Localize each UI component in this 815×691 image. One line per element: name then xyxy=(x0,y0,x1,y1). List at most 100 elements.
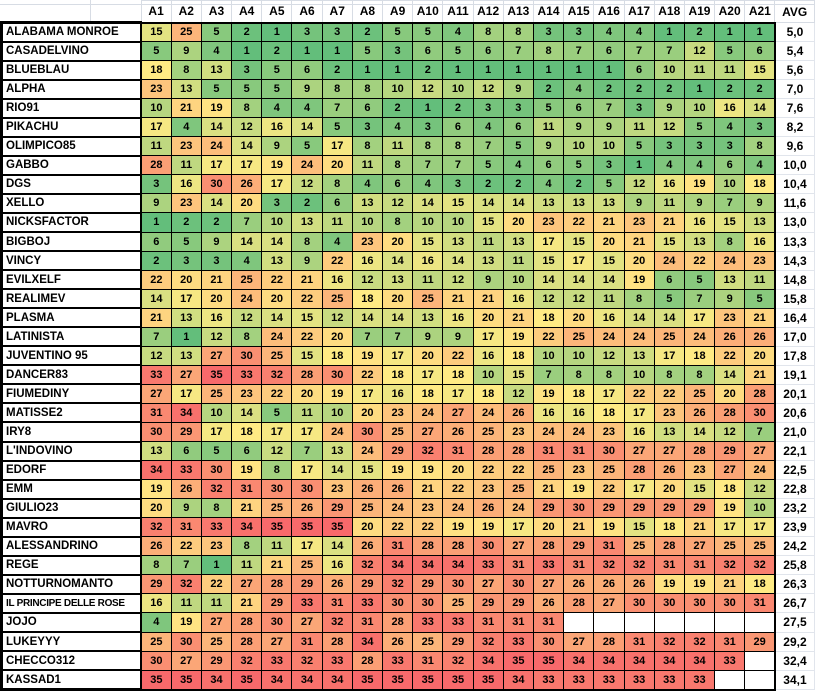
score-cell[interactable]: 1 xyxy=(291,41,323,62)
score-cell[interactable]: 14 xyxy=(502,193,534,214)
score-cell[interactable]: 20 xyxy=(744,345,776,366)
avg-cell[interactable]: 23,2 xyxy=(774,498,815,519)
avg-cell[interactable]: 8,2 xyxy=(774,117,815,138)
score-cell[interactable]: 12 xyxy=(442,269,474,290)
score-cell[interactable]: 24 xyxy=(593,326,625,347)
score-cell[interactable]: 7 xyxy=(381,326,414,347)
score-cell[interactable]: 20 xyxy=(412,345,444,366)
score-cell[interactable]: 30 xyxy=(532,631,565,652)
score-cell[interactable]: 25 xyxy=(140,631,172,652)
score-cell[interactable]: 10 xyxy=(593,136,625,157)
score-cell[interactable]: 9 xyxy=(683,193,716,214)
score-cell[interactable]: 11 xyxy=(502,250,534,271)
score-cell[interactable]: 17 xyxy=(683,307,716,328)
score-cell[interactable]: 13 xyxy=(140,441,172,462)
score-cell[interactable]: 14 xyxy=(261,231,293,252)
score-cell[interactable]: 33 xyxy=(381,650,414,671)
score-cell[interactable]: 12 xyxy=(623,174,655,195)
empty-cell[interactable] xyxy=(683,612,716,633)
score-cell[interactable]: 6 xyxy=(563,98,595,119)
score-cell[interactable]: 12 xyxy=(140,345,172,366)
score-cell[interactable]: 34 xyxy=(683,650,716,671)
score-cell[interactable]: 14 xyxy=(200,117,233,138)
score-cell[interactable]: 22 xyxy=(683,250,716,271)
column-header-a19[interactable]: A19 xyxy=(683,0,716,23)
score-cell[interactable]: 5 xyxy=(381,21,414,43)
score-cell[interactable]: 8 xyxy=(502,21,534,43)
score-cell[interactable]: 35 xyxy=(321,517,353,538)
score-cell[interactable]: 3 xyxy=(563,21,595,43)
score-cell[interactable]: 16 xyxy=(261,117,293,138)
score-cell[interactable]: 34 xyxy=(381,555,414,576)
score-cell[interactable]: 22 xyxy=(200,574,233,595)
score-cell[interactable]: 2 xyxy=(593,79,625,100)
score-cell[interactable]: 35 xyxy=(140,669,172,691)
score-cell[interactable]: 30 xyxy=(563,498,595,519)
score-cell[interactable]: 2 xyxy=(381,98,414,119)
score-cell[interactable]: 23 xyxy=(623,212,655,233)
score-cell[interactable]: 10 xyxy=(653,60,685,81)
score-cell[interactable]: 6 xyxy=(502,117,534,138)
score-cell[interactable]: 8 xyxy=(623,288,655,309)
score-cell[interactable]: 14 xyxy=(623,307,655,328)
score-cell[interactable]: 32 xyxy=(472,631,504,652)
score-cell[interactable]: 8 xyxy=(442,136,474,157)
score-cell[interactable]: 10 xyxy=(321,402,353,423)
player-name-cell[interactable]: GIULIO23 xyxy=(0,497,142,519)
score-cell[interactable]: 18 xyxy=(351,288,384,309)
score-cell[interactable]: 23 xyxy=(231,383,263,404)
score-cell[interactable]: 23 xyxy=(653,402,685,423)
score-cell[interactable]: 3 xyxy=(653,136,685,157)
score-cell[interactable]: 17 xyxy=(231,155,263,176)
player-name-cell[interactable]: NOTTURNOMANTO xyxy=(0,573,142,595)
score-cell[interactable]: 6 xyxy=(714,155,746,176)
score-cell[interactable]: 17 xyxy=(412,364,444,385)
player-name-cell[interactable]: PIKACHU xyxy=(0,116,142,138)
score-cell[interactable]: 16 xyxy=(502,288,534,309)
score-cell[interactable]: 21 xyxy=(231,593,263,614)
score-cell[interactable]: 35 xyxy=(412,669,444,691)
score-cell[interactable]: 25 xyxy=(412,288,444,309)
score-cell[interactable]: 17 xyxy=(170,383,202,404)
score-cell[interactable]: 4 xyxy=(381,117,414,138)
score-cell[interactable]: 17 xyxy=(502,517,534,538)
score-cell[interactable]: 20 xyxy=(381,288,414,309)
score-cell[interactable]: 9 xyxy=(744,193,776,214)
score-cell[interactable]: 34 xyxy=(321,669,353,691)
score-cell[interactable]: 15 xyxy=(714,212,746,233)
score-cell[interactable]: 18 xyxy=(653,517,685,538)
score-cell[interactable]: 26 xyxy=(744,326,776,347)
score-cell[interactable]: 22 xyxy=(653,383,685,404)
score-cell[interactable]: 19 xyxy=(532,383,565,404)
player-name-cell[interactable]: REGE xyxy=(0,554,142,576)
score-cell[interactable]: 11 xyxy=(261,536,293,557)
score-cell[interactable]: 18 xyxy=(744,174,776,195)
score-cell[interactable]: 11 xyxy=(381,136,414,157)
score-cell[interactable]: 28 xyxy=(381,612,414,633)
score-cell[interactable]: 35 xyxy=(442,669,474,691)
score-cell[interactable]: 33 xyxy=(593,669,625,691)
score-cell[interactable]: 27 xyxy=(744,441,776,462)
score-cell[interactable]: 26 xyxy=(563,574,595,595)
score-cell[interactable]: 33 xyxy=(261,650,293,671)
score-cell[interactable]: 10 xyxy=(744,498,776,519)
score-cell[interactable]: 25 xyxy=(532,460,565,481)
score-cell[interactable]: 7 xyxy=(442,155,474,176)
score-cell[interactable]: 25 xyxy=(170,21,202,43)
score-cell[interactable]: 8 xyxy=(321,174,353,195)
score-cell[interactable]: 1 xyxy=(593,60,625,81)
score-cell[interactable]: 23 xyxy=(412,498,444,519)
score-cell[interactable]: 33 xyxy=(442,612,474,633)
score-cell[interactable]: 33 xyxy=(351,593,384,614)
score-cell[interactable]: 33 xyxy=(502,631,534,652)
score-cell[interactable]: 3 xyxy=(502,98,534,119)
score-cell[interactable]: 33 xyxy=(623,669,655,691)
score-cell[interactable]: 31 xyxy=(291,631,323,652)
score-cell[interactable]: 27 xyxy=(472,574,504,595)
score-cell[interactable]: 12 xyxy=(653,117,685,138)
score-cell[interactable]: 12 xyxy=(472,79,504,100)
score-cell[interactable]: 30 xyxy=(714,593,746,614)
score-cell[interactable]: 14 xyxy=(381,307,414,328)
score-cell[interactable]: 21 xyxy=(593,212,625,233)
score-cell[interactable]: 29 xyxy=(683,498,716,519)
